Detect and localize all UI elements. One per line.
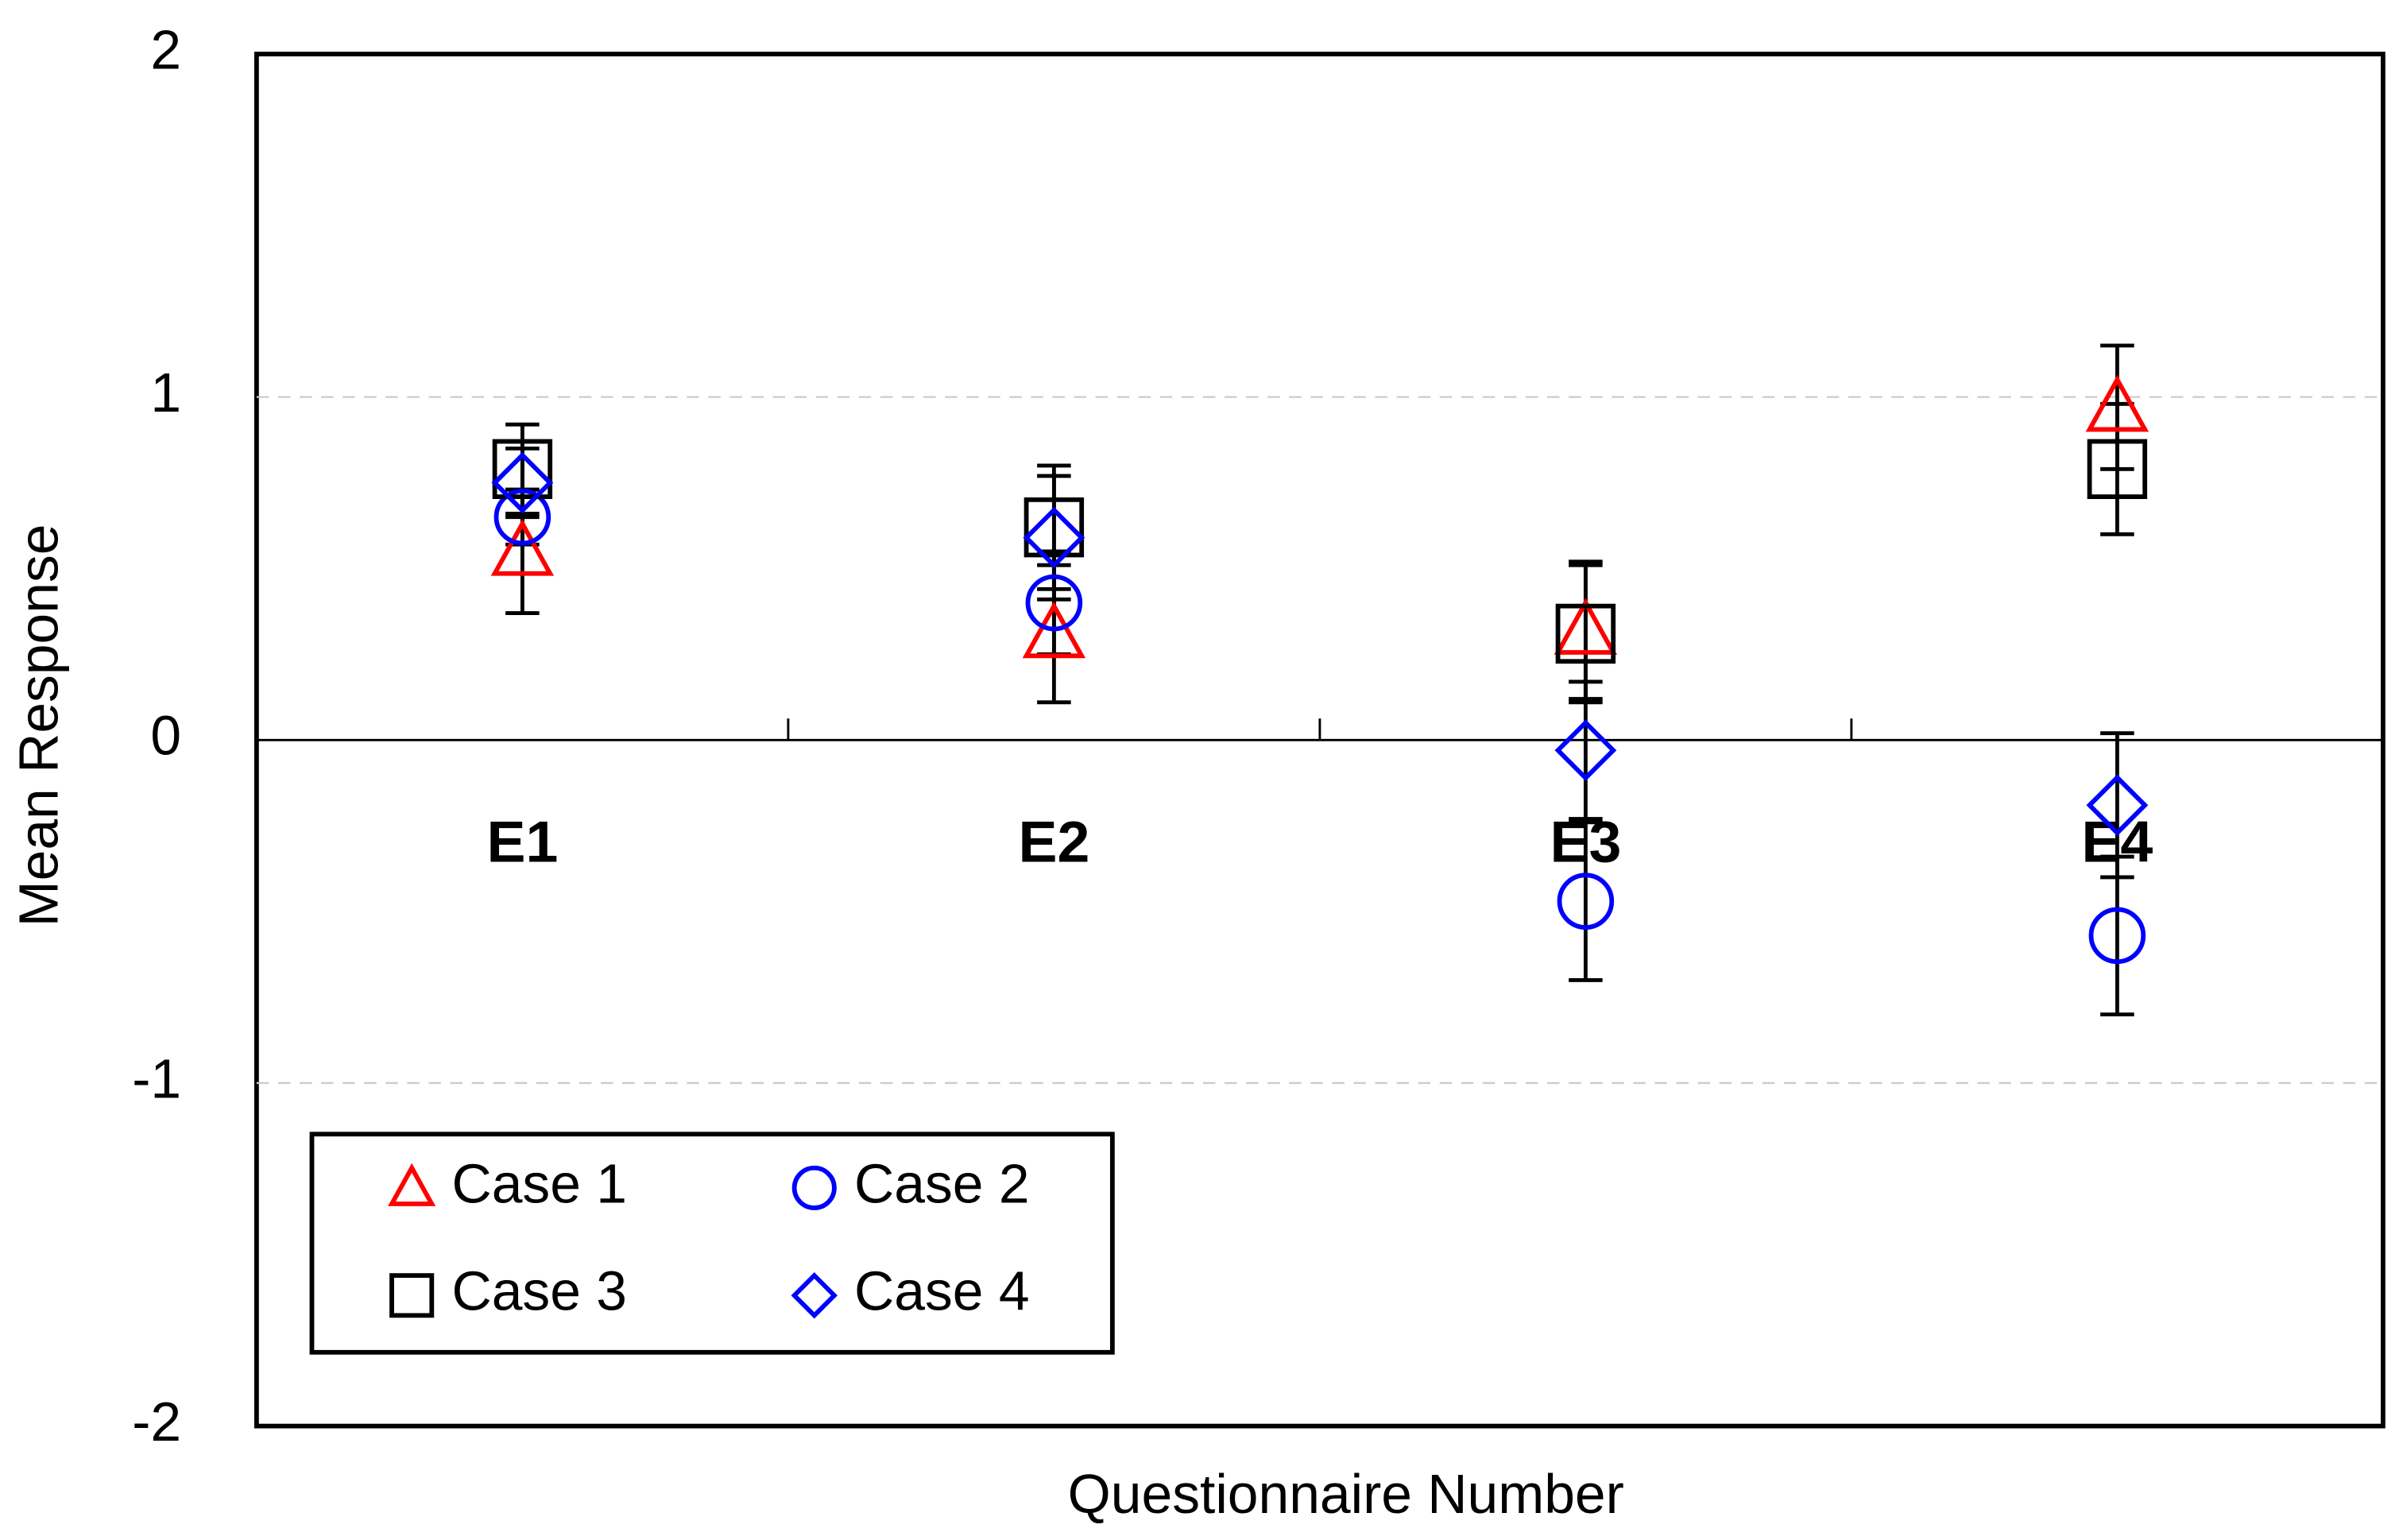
y-tick-label: -2 bbox=[132, 1391, 181, 1453]
triangle-marker bbox=[490, 519, 555, 576]
diamond-marker bbox=[1023, 506, 1085, 569]
y-tick-label: 1 bbox=[150, 362, 181, 424]
circle-marker bbox=[493, 488, 551, 546]
error-bar bbox=[1569, 679, 1603, 821]
diamond-marker bbox=[791, 1272, 838, 1319]
triangle-marker bbox=[1022, 601, 1086, 659]
legend-label: Case 2 bbox=[854, 1152, 1030, 1214]
diamond-marker bbox=[491, 451, 554, 514]
square-marker bbox=[1023, 497, 1085, 558]
error-bar bbox=[1569, 820, 1603, 982]
circle-marker bbox=[1025, 574, 1083, 632]
square-marker bbox=[389, 1273, 435, 1318]
error-bar bbox=[505, 446, 540, 520]
legend-frame bbox=[309, 1132, 1115, 1355]
circle-marker bbox=[791, 1165, 837, 1210]
x-axis-title: Questionnaire Number bbox=[1068, 1463, 1624, 1525]
category-label: E1 bbox=[486, 809, 558, 875]
square-marker bbox=[492, 439, 553, 499]
circle-marker bbox=[1557, 873, 1615, 930]
legend-label: Case 4 bbox=[854, 1260, 1030, 1322]
y-axis-title: Mean Response bbox=[8, 524, 70, 927]
triangle-marker bbox=[388, 1163, 436, 1206]
circle-marker bbox=[2088, 907, 2146, 965]
legend: Case 1 Case 2 Case 3 Case 4 bbox=[309, 1132, 1115, 1355]
category-label: E2 bbox=[1018, 809, 1089, 875]
square-marker bbox=[2087, 439, 2148, 499]
square-marker bbox=[1555, 603, 1616, 664]
y-tick-label: 0 bbox=[150, 705, 181, 767]
y-tick-label: 2 bbox=[150, 18, 181, 80]
legend-label: Case 1 bbox=[451, 1152, 627, 1214]
triangle-marker bbox=[1554, 598, 1618, 655]
y-tick-label: -1 bbox=[132, 1047, 181, 1109]
error-bar bbox=[2100, 731, 2134, 880]
legend-label: Case 3 bbox=[451, 1260, 627, 1322]
diamond-marker bbox=[2086, 774, 2149, 837]
diamond-marker bbox=[1554, 719, 1617, 782]
triangle-marker bbox=[2085, 374, 2150, 432]
